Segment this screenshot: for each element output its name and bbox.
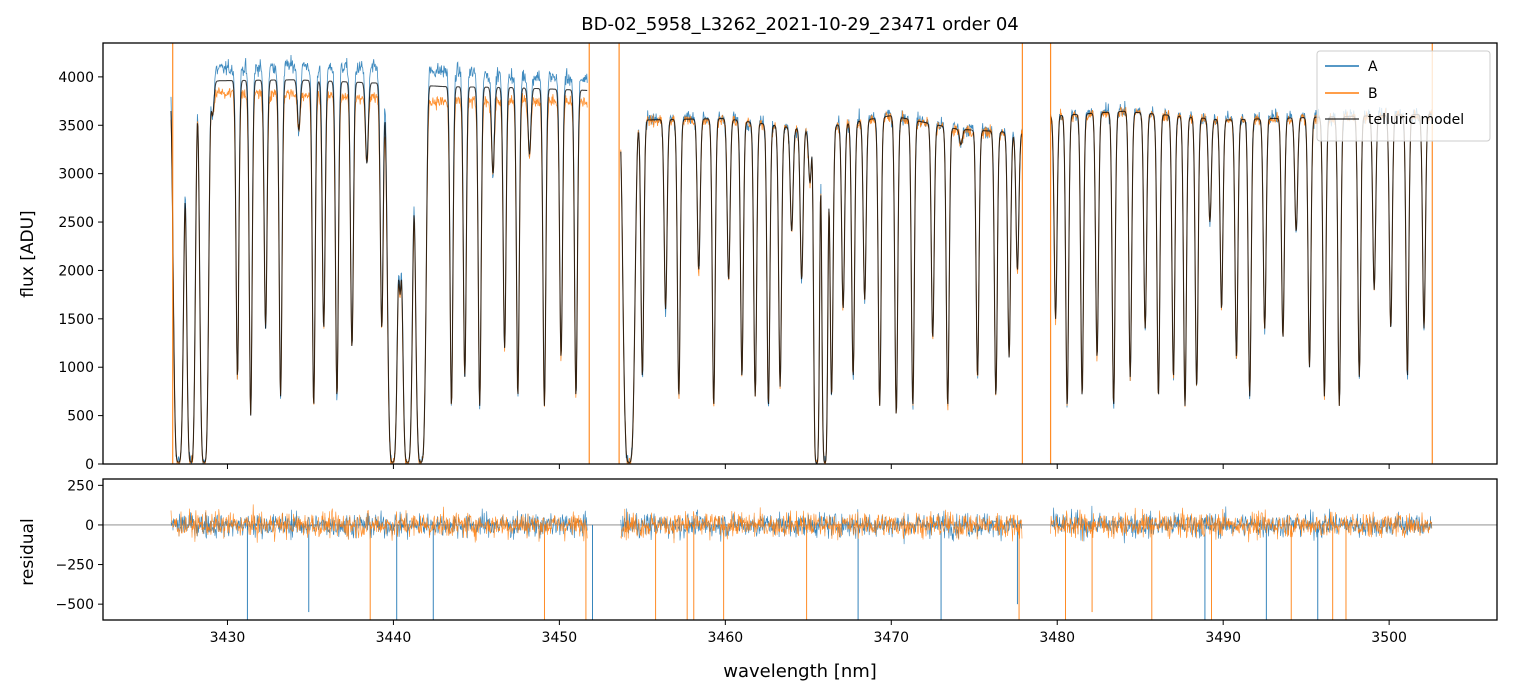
residual-series-B-segment-0 bbox=[170, 504, 588, 543]
legend-label-B: B bbox=[1368, 86, 1378, 102]
x-axis-label: wavelength [nm] bbox=[723, 661, 877, 682]
flux-panel: 0 500 1000 1500 2000 2500 3000 3500 4000 flux [A… bbox=[18, 42, 1498, 473]
x-tick-label-2: 3450 bbox=[542, 630, 578, 646]
flux-axes: 0 500 1000 1500 2000 2500 3000 3500 4000 bbox=[58, 70, 1390, 473]
chart-title: BD-02_5958_L3262_2021-10-29_23471 order … bbox=[581, 14, 1018, 35]
x-tick-label-0: 3430 bbox=[210, 630, 246, 646]
x-tick-label-7: 3500 bbox=[1371, 630, 1407, 646]
x-tick-label-4: 3470 bbox=[873, 630, 909, 646]
legend-label-A: A bbox=[1368, 59, 1378, 75]
legend: A B telluric model bbox=[1316, 50, 1491, 142]
x-tick-label-1: 3440 bbox=[376, 630, 412, 646]
flux-y-tick-label-6: 3000 bbox=[58, 167, 94, 183]
x-tick-label-6: 3490 bbox=[1205, 630, 1241, 646]
residual-y-axis-label: residual bbox=[18, 518, 38, 585]
x-tick-label-5: 3480 bbox=[1039, 630, 1075, 646]
flux-y-tick-label-8: 4000 bbox=[58, 70, 94, 86]
flux-y-tick-label-1: 500 bbox=[67, 409, 94, 425]
residual-y-tick-label-3: 250 bbox=[67, 478, 94, 494]
residual-y-tick-label-0: −500 bbox=[56, 597, 94, 613]
flux-y-tick-label-3: 1500 bbox=[58, 312, 94, 328]
residual-series-B-segment-1 bbox=[620, 507, 1023, 544]
flux-y-tick-label-0: 0 bbox=[85, 457, 94, 473]
residual-axes: −500 −250 0 250 3430 3440 3450 3460 3470 3480 3490… bbox=[56, 478, 1407, 646]
x-tick-label-3: 3460 bbox=[708, 630, 744, 646]
flux-panel-frame bbox=[102, 42, 1498, 465]
residual-y-tick-label-2: 0 bbox=[85, 518, 94, 534]
flux-y-axis-label: flux [ADU] bbox=[18, 210, 38, 297]
flux-series-model-segment-0 bbox=[170, 79, 588, 463]
residual-y-tick-label-1: −250 bbox=[56, 558, 94, 574]
flux-series-model-segment-1 bbox=[620, 115, 1023, 464]
legend-frame bbox=[1316, 50, 1491, 142]
flux-plot-area bbox=[170, 43, 1433, 464]
residual-panel-frame bbox=[102, 478, 1498, 621]
legend-label-model: telluric model bbox=[1368, 112, 1464, 128]
flux-y-tick-label-7: 3500 bbox=[58, 118, 94, 134]
flux-y-tick-label-2: 1000 bbox=[58, 360, 94, 376]
flux-y-tick-label-4: 2000 bbox=[58, 263, 94, 279]
residual-plot-area bbox=[103, 504, 1497, 620]
flux-y-tick-label-5: 2500 bbox=[58, 215, 94, 231]
residual-series-B-segment-2 bbox=[1050, 507, 1433, 543]
flux-series-model-segment-2 bbox=[1050, 110, 1433, 406]
residual-panel: −500 −250 0 250 3430 3440 3450 3460 3470 3480 3490… bbox=[18, 478, 1498, 682]
